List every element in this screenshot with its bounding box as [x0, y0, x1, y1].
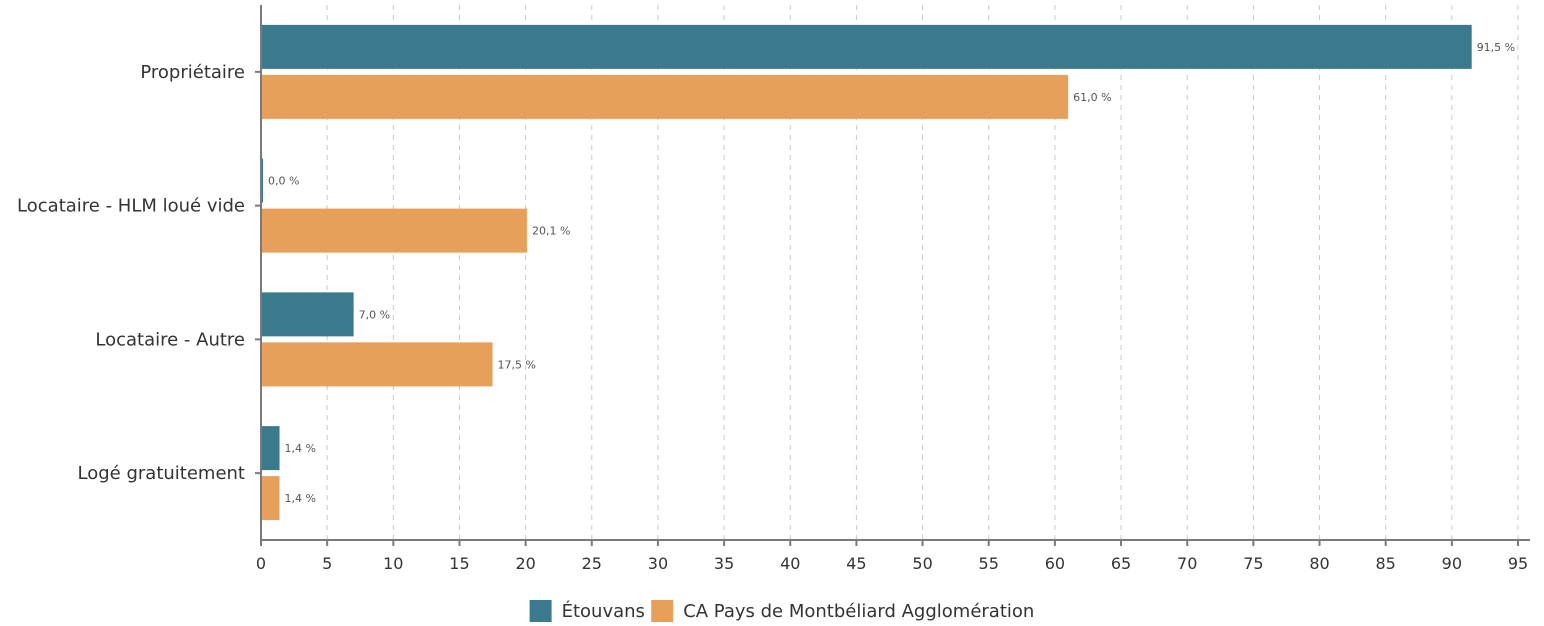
- x-tick-label: 25: [582, 554, 602, 573]
- x-tick-label: 15: [449, 554, 469, 573]
- x-tick-label: 50: [912, 554, 932, 573]
- labels: 0 5 10 15 20 25 30 35 40 45 50 55 60 65 70 75 80 85 90 95 Pr…: [17, 41, 1528, 573]
- category-label: Logé gratuitement: [78, 463, 245, 484]
- bar: [261, 24, 1472, 69]
- category-label: Propriétaire: [140, 62, 245, 83]
- data-label: 7,0 %: [359, 308, 390, 321]
- legend-swatch: [529, 600, 552, 622]
- bars: [261, 24, 1472, 521]
- legend-label: CA Pays de Montbéliard Agglomération: [683, 601, 1034, 622]
- axes: [255, 5, 1530, 546]
- x-tick-label: 75: [1243, 554, 1263, 573]
- data-label: 20,1 %: [532, 225, 570, 238]
- x-tick-label: 90: [1442, 554, 1462, 573]
- bar: [261, 342, 493, 387]
- x-tick-label: 45: [846, 554, 866, 573]
- data-label: 0,0 %: [268, 175, 299, 188]
- data-label: 17,5 %: [498, 358, 536, 371]
- bar: [261, 476, 280, 521]
- x-tick-label: 55: [979, 554, 999, 573]
- x-tick-label: 10: [383, 554, 403, 573]
- x-tick-label: 80: [1309, 554, 1329, 573]
- x-tick-label: 5: [322, 554, 332, 573]
- legend-label: Étouvans: [562, 600, 645, 622]
- x-tick-label: 70: [1177, 554, 1197, 573]
- category-label: Locataire - HLM loué vide: [17, 196, 245, 217]
- category-label: Locataire - Autre: [95, 329, 245, 350]
- bar: [261, 426, 280, 471]
- data-label: 61,0 %: [1073, 91, 1111, 104]
- x-tick-label: 20: [515, 554, 535, 573]
- bar: [261, 292, 354, 337]
- x-tick-label: 0: [256, 554, 266, 573]
- x-tick-label: 60: [1045, 554, 1065, 573]
- data-label: 1,4 %: [285, 442, 316, 455]
- legend-swatch: [651, 600, 674, 622]
- data-label: 91,5 %: [1477, 41, 1515, 54]
- bar: [261, 74, 1069, 119]
- bar: [261, 208, 527, 253]
- x-tick-label: 95: [1508, 554, 1528, 573]
- x-tick-label: 40: [780, 554, 800, 573]
- legend: Étouvans CA Pays de Montbéliard Aggloméra…: [529, 600, 1034, 622]
- x-tick-label: 35: [714, 554, 734, 573]
- x-tick-label: 30: [648, 554, 668, 573]
- data-label: 1,4 %: [285, 492, 316, 505]
- x-tick-label: 65: [1111, 554, 1131, 573]
- x-tick-label: 85: [1376, 554, 1396, 573]
